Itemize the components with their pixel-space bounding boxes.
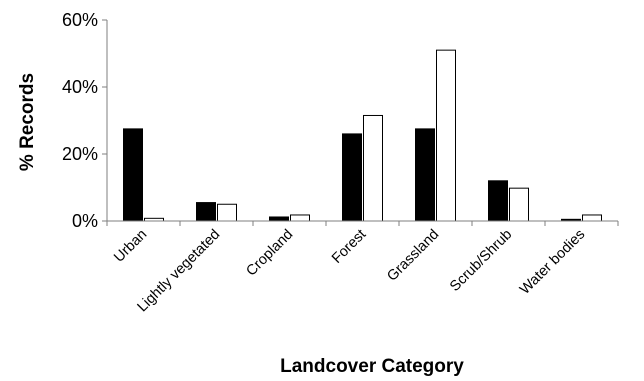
x-tick-label: Water bodies [517,227,588,298]
bar-series-1 [342,133,362,222]
bar-series-2 [582,214,602,222]
y-axis: 0% 20% 40% 60% [62,10,108,231]
bar-series-1 [196,202,216,222]
bar-series-1 [123,128,143,222]
x-axis-title: Landcover Category [280,356,464,377]
bar-series-2 [290,214,310,222]
y-tick-label: 40% [62,77,98,97]
bar-series-1 [488,180,508,222]
bar-series-2 [436,49,456,222]
x-tick-label: Urban [111,227,150,266]
bar-series-2 [363,114,383,222]
x-tick-label: Scrub/Shrub [447,227,515,295]
bar-series-2 [509,187,529,222]
y-tick-label: 60% [62,10,98,30]
bar-series-1 [415,128,435,222]
y-tick-label: 20% [62,144,98,164]
bars [123,49,602,222]
x-tick-label: Cropland [243,227,296,280]
bar-series-1 [269,216,289,222]
y-tick-label: 0% [72,211,98,231]
y-axis-title: % Records [17,73,38,171]
x-tick-label: Grassland [384,227,442,285]
bar-series-2 [217,203,237,222]
x-tick-label: Forest [329,227,369,267]
